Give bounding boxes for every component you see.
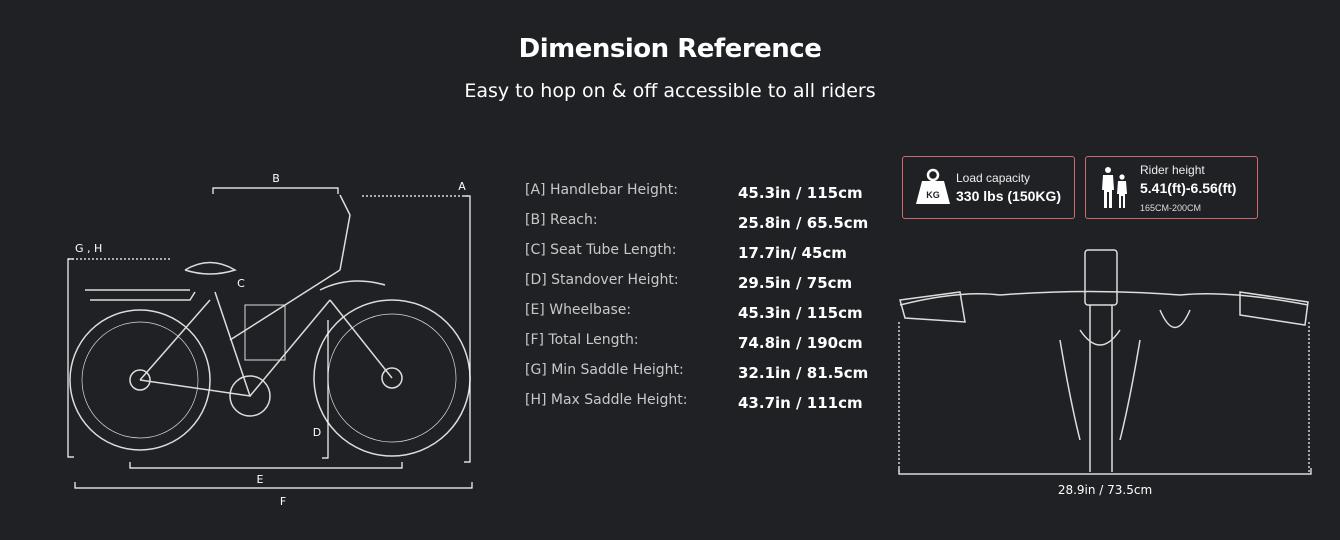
spec-value: 17.7in/ 45cm (738, 244, 847, 262)
rider-height-metric: 165CM-200CM (1140, 203, 1202, 213)
weight-kg-icon: KG (916, 168, 950, 204)
spec-row: [G] Min Saddle Height: 32.1in / 81.5cm (525, 362, 869, 392)
bike-side-illustration (69, 194, 471, 457)
dim-label-e: E (257, 473, 264, 486)
spec-value: 45.3in / 115cm (738, 304, 863, 322)
dim-label-c: C (237, 277, 245, 290)
rider-height-title: Rider height (1140, 163, 1205, 177)
load-capacity-title: Load capacity (956, 171, 1031, 185)
spec-row: [H] Max Saddle Height: 43.7in / 111cm (525, 392, 865, 422)
svg-text:KG: KG (926, 190, 940, 200)
spec-row: [C] Seat Tube Length: 17.7in/ 45cm (525, 242, 865, 272)
spec-value: 29.5in / 75cm (738, 274, 853, 292)
load-capacity-card: KG Load capacity 330 lbs (150KG) (902, 156, 1075, 219)
spec-label: [F] Total Length: (525, 332, 639, 348)
bike-side-view: B A G , H C D E F (67, 172, 473, 508)
spec-row: [A] Handlebar Height: 45.3in / 115cm (525, 182, 865, 212)
dimension-lines (67, 187, 473, 489)
spec-row: [B] Reach: 25.8in / 65.5cm (525, 212, 869, 242)
spec-label: [H] Max Saddle Height: (525, 392, 688, 408)
spec-label: [D] Standover Height: (525, 272, 679, 288)
spec-label: [B] Reach: (525, 212, 598, 228)
spec-value: 32.1in / 81.5cm (738, 364, 869, 382)
dim-label-b: B (272, 172, 280, 185)
page-subtitle: Easy to hop on & off accessible to all r… (464, 80, 876, 102)
spec-row: [F] Total Length: 74.8in / 190cm (525, 332, 865, 362)
page-title: Dimension Reference (518, 34, 822, 64)
dim-label-d: D (313, 426, 321, 439)
riders-icon (1102, 167, 1127, 208)
rider-height-card: Rider height 5.41(ft)-6.56(ft) 165CM-200… (1085, 156, 1258, 219)
spec-row: [D] Standover Height: 29.5in / 75cm (525, 272, 865, 302)
spec-value: 43.7in / 111cm (738, 394, 863, 412)
rider-height-value: 5.41(ft)-6.56(ft) (1140, 180, 1237, 196)
front-dimension-lines (898, 322, 1312, 475)
spec-value: 74.8in / 190cm (738, 334, 863, 352)
spec-list: [A] Handlebar Height: 45.3in / 115cm [B] … (525, 182, 869, 422)
spec-label: [E] Wheelbase: (525, 302, 632, 318)
spec-label: [G] Min Saddle Height: (525, 362, 684, 378)
spec-label: [A] Handlebar Height: (525, 182, 678, 198)
bike-front-view (898, 249, 1312, 475)
dim-label-gh: G , H (75, 242, 102, 255)
spec-row: [E] Wheelbase: 45.3in / 115cm (525, 302, 865, 332)
bike-front-illustration (899, 249, 1309, 472)
dim-label-f: F (280, 495, 286, 508)
spec-value: 45.3in / 115cm (738, 184, 863, 202)
dim-label-a: A (458, 180, 466, 193)
load-capacity-value: 330 lbs (150KG) (956, 188, 1062, 204)
spec-label: [C] Seat Tube Length: (525, 242, 677, 258)
spec-value: 25.8in / 65.5cm (738, 214, 869, 232)
handlebar-width-label: 28.9in / 73.5cm (1057, 483, 1153, 497)
